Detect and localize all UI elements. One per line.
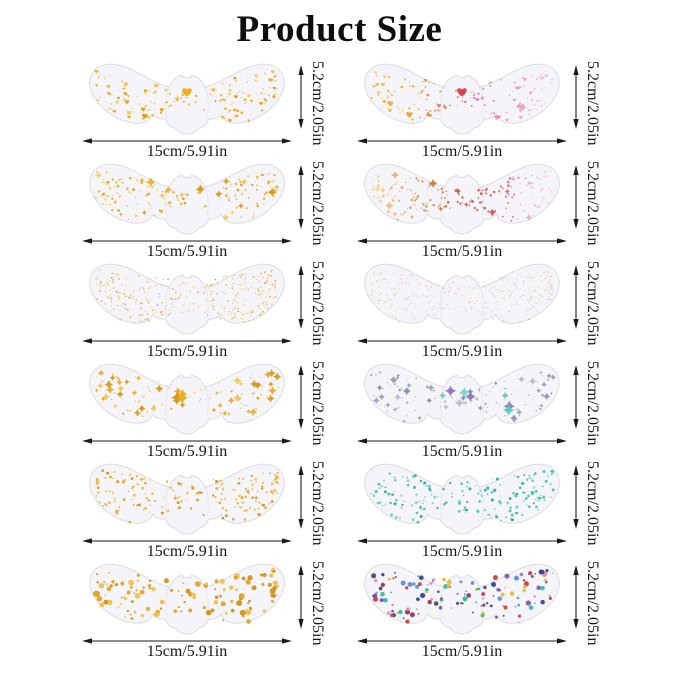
product-cell-silver-sparkles: 15cm/5.91in 5.2cm/2.05in [357,359,603,460]
height-arrow [573,265,579,329]
height-label: 5.2cm/2.05in [309,461,326,546]
product-cell-gold-dots: 15cm/5.91in 5.2cm/2.05in [82,459,328,560]
sticker-pattern [371,569,555,624]
width-arrow [357,538,567,544]
product-cell-multicolor-dots: 15cm/5.91in 5.2cm/2.05in [357,559,603,660]
width-arrow [357,338,567,344]
wing-sticker-graphic [364,263,560,335]
product-cell-gradient-hearts: 15cm/5.91in 5.2cm/2.05in [357,59,603,160]
height-arrow [298,265,304,329]
height-label: 5.2cm/2.05in [584,161,601,246]
width-arrow [357,438,567,444]
height-label: 5.2cm/2.05in [584,361,601,446]
product-cell-gold-hearts: 15cm/5.91in 5.2cm/2.05in [82,59,328,160]
height-label: 5.2cm/2.05in [309,361,326,446]
sticker-pattern [370,71,554,122]
page-title: Product Size [236,9,443,50]
width-arrow [82,538,292,544]
height-arrow [573,65,579,129]
width-label: 15cm/5.91in [146,243,228,260]
height-arrow [573,565,579,629]
product-cell-gold-dots-stars: 15cm/5.91in 5.2cm/2.05in [82,159,328,260]
height-label: 5.2cm/2.05in [309,61,326,146]
width-arrow [82,638,292,644]
sticker-pattern [94,69,278,123]
width-arrow [82,238,292,244]
product-cell-gold-speckle: 15cm/5.91in 5.2cm/2.05in [82,259,328,360]
wing-sticker-graphic [364,163,560,235]
wing-sticker-graphic [364,363,560,435]
height-label: 5.2cm/2.05in [584,261,601,346]
wing-sticker-graphic [89,263,285,335]
height-label: 5.2cm/2.05in [584,561,601,646]
width-label: 15cm/5.91in [421,143,503,160]
width-arrow [357,138,567,144]
width-arrow [357,238,567,244]
width-label: 15cm/5.91in [421,343,503,360]
height-arrow [573,465,579,529]
height-label: 5.2cm/2.05in [584,461,601,546]
height-arrow [298,365,304,429]
product-cell-teal-dots: 15cm/5.91in 5.2cm/2.05in [357,459,603,560]
width-label: 15cm/5.91in [146,543,228,560]
width-arrow [82,438,292,444]
width-label: 15cm/5.91in [421,643,503,660]
width-arrow [357,638,567,644]
height-arrow [298,165,304,229]
height-label: 5.2cm/2.05in [309,161,326,246]
wing-sticker-graphic [89,563,285,635]
wing-sticker-graphic [364,563,560,635]
wing-sticker-graphic [89,63,285,135]
height-label: 5.2cm/2.05in [309,261,326,346]
height-label: 5.2cm/2.05in [584,61,601,146]
sticker-pattern [370,469,555,524]
width-label: 15cm/5.91in [146,643,228,660]
width-arrow [82,338,292,344]
sticker-pattern [370,270,554,324]
width-arrow [82,138,292,144]
product-cell-gradient-dots-stars: 15cm/5.91in 5.2cm/2.05in [357,159,603,260]
sticker-pattern [95,269,278,323]
sticker-pattern [369,370,557,423]
height-arrow [298,65,304,129]
sticker-pattern [95,469,280,524]
wing-sticker-graphic [364,63,560,135]
wing-sticker-graphic [364,463,560,535]
height-arrow [298,565,304,629]
product-cell-gold-dots-large: 15cm/5.91in 5.2cm/2.05in [82,559,328,660]
product-cell-rose-speckle: 15cm/5.91in 5.2cm/2.05in [357,259,603,360]
height-arrow [573,365,579,429]
width-label: 15cm/5.91in [146,143,228,160]
width-label: 15cm/5.91in [146,443,228,460]
sticker-pattern [92,567,280,624]
product-cell-gold-sparkles: 15cm/5.91in 5.2cm/2.05in [82,359,328,460]
width-label: 15cm/5.91in [421,543,503,560]
width-label: 15cm/5.91in [421,443,503,460]
sticker-pattern [93,170,279,222]
height-arrow [573,165,579,229]
wing-sticker-graphic [89,363,285,435]
height-arrow [298,465,304,529]
width-label: 15cm/5.91in [421,243,503,260]
sticker-pattern [370,170,555,222]
wing-sticker-graphic [89,163,285,235]
height-label: 5.2cm/2.05in [309,561,326,646]
sticker-pattern [94,368,282,421]
wing-sticker-graphic [89,463,285,535]
width-label: 15cm/5.91in [146,343,228,360]
